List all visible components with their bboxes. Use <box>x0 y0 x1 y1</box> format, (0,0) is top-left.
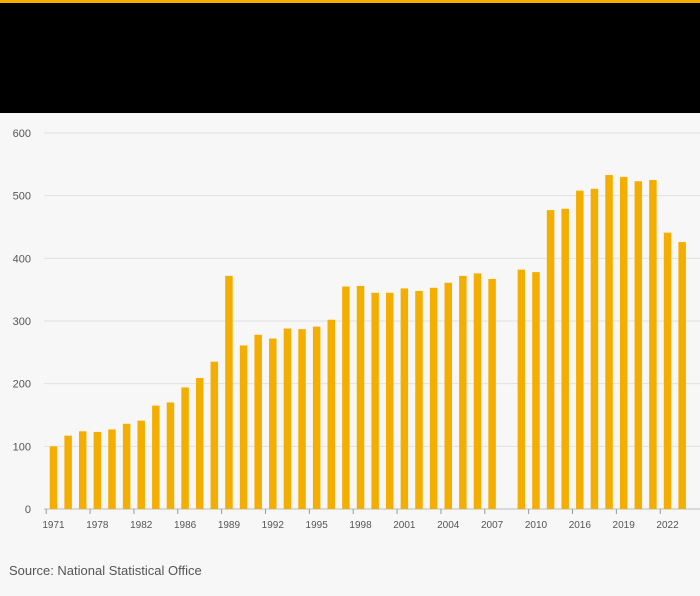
bar <box>546 210 555 509</box>
y-tick-label: 100 <box>13 441 31 453</box>
bar <box>634 181 643 509</box>
header-banner <box>0 3 700 113</box>
x-tick-label: 2007 <box>481 520 504 531</box>
bar <box>619 176 628 509</box>
bar <box>254 334 262 509</box>
x-tick-label: 1998 <box>349 520 372 531</box>
x-tick-label: 2010 <box>525 520 548 531</box>
bar <box>78 431 87 509</box>
x-tick-label: 1992 <box>262 520 285 531</box>
bar <box>225 275 233 509</box>
bar <box>93 431 102 509</box>
y-tick-label: 0 <box>25 504 31 516</box>
bar <box>605 174 613 509</box>
bar <box>444 282 452 509</box>
bar <box>532 272 540 509</box>
x-axis: 1971 1978 1982 1986 1989 1992 1995 1998 2001 2004… <box>42 509 679 531</box>
bar <box>678 242 686 510</box>
bar <box>371 292 379 509</box>
x-tick-label: 1982 <box>130 520 153 531</box>
bar <box>327 319 336 509</box>
bar <box>137 420 145 509</box>
bar <box>356 285 365 509</box>
bar <box>517 269 526 509</box>
x-tick-label: 1986 <box>174 520 197 531</box>
y-tick-label: 400 <box>13 253 31 265</box>
bar <box>195 378 204 509</box>
x-tick-label: 2019 <box>613 520 636 531</box>
bar <box>181 387 189 509</box>
bar <box>122 423 131 509</box>
x-tick-label: 2022 <box>656 520 679 531</box>
bar <box>400 288 409 509</box>
bar <box>312 326 321 509</box>
x-tick-label: 2004 <box>437 520 460 531</box>
y-axis: 0 100 200 300 400 500 600 <box>13 128 31 516</box>
x-tick-label: 2016 <box>569 520 592 531</box>
accent-bar <box>0 0 700 3</box>
x-tick-label: 1989 <box>218 520 241 531</box>
bar <box>415 290 423 509</box>
bar <box>429 287 438 509</box>
bar <box>210 361 219 509</box>
bar <box>283 328 292 509</box>
bar <box>663 232 672 509</box>
bar <box>298 329 306 509</box>
bar <box>108 429 116 509</box>
x-tick-label: 1971 <box>42 520 65 531</box>
bar <box>561 208 569 509</box>
bar <box>649 180 657 509</box>
y-tick-label: 300 <box>13 316 31 328</box>
x-tick-label: 1995 <box>306 520 329 531</box>
bars <box>49 174 686 510</box>
x-tick-label: 2001 <box>393 520 416 531</box>
bar <box>488 279 496 509</box>
bar <box>269 338 277 509</box>
y-tick-label: 200 <box>13 379 31 391</box>
bar <box>473 273 482 509</box>
bar <box>342 286 350 509</box>
y-tick-label: 500 <box>13 191 31 203</box>
source-note: Source: National Statistical Office <box>9 563 202 578</box>
bar <box>459 275 467 509</box>
y-tick-label: 600 <box>13 128 31 140</box>
x-tick-label: 1978 <box>86 520 109 531</box>
bar <box>49 446 58 509</box>
bar <box>64 435 72 509</box>
bar <box>166 402 175 509</box>
bar <box>386 292 394 509</box>
bar <box>152 405 160 509</box>
bar <box>576 190 584 510</box>
bar <box>239 345 248 509</box>
bar <box>590 188 599 510</box>
